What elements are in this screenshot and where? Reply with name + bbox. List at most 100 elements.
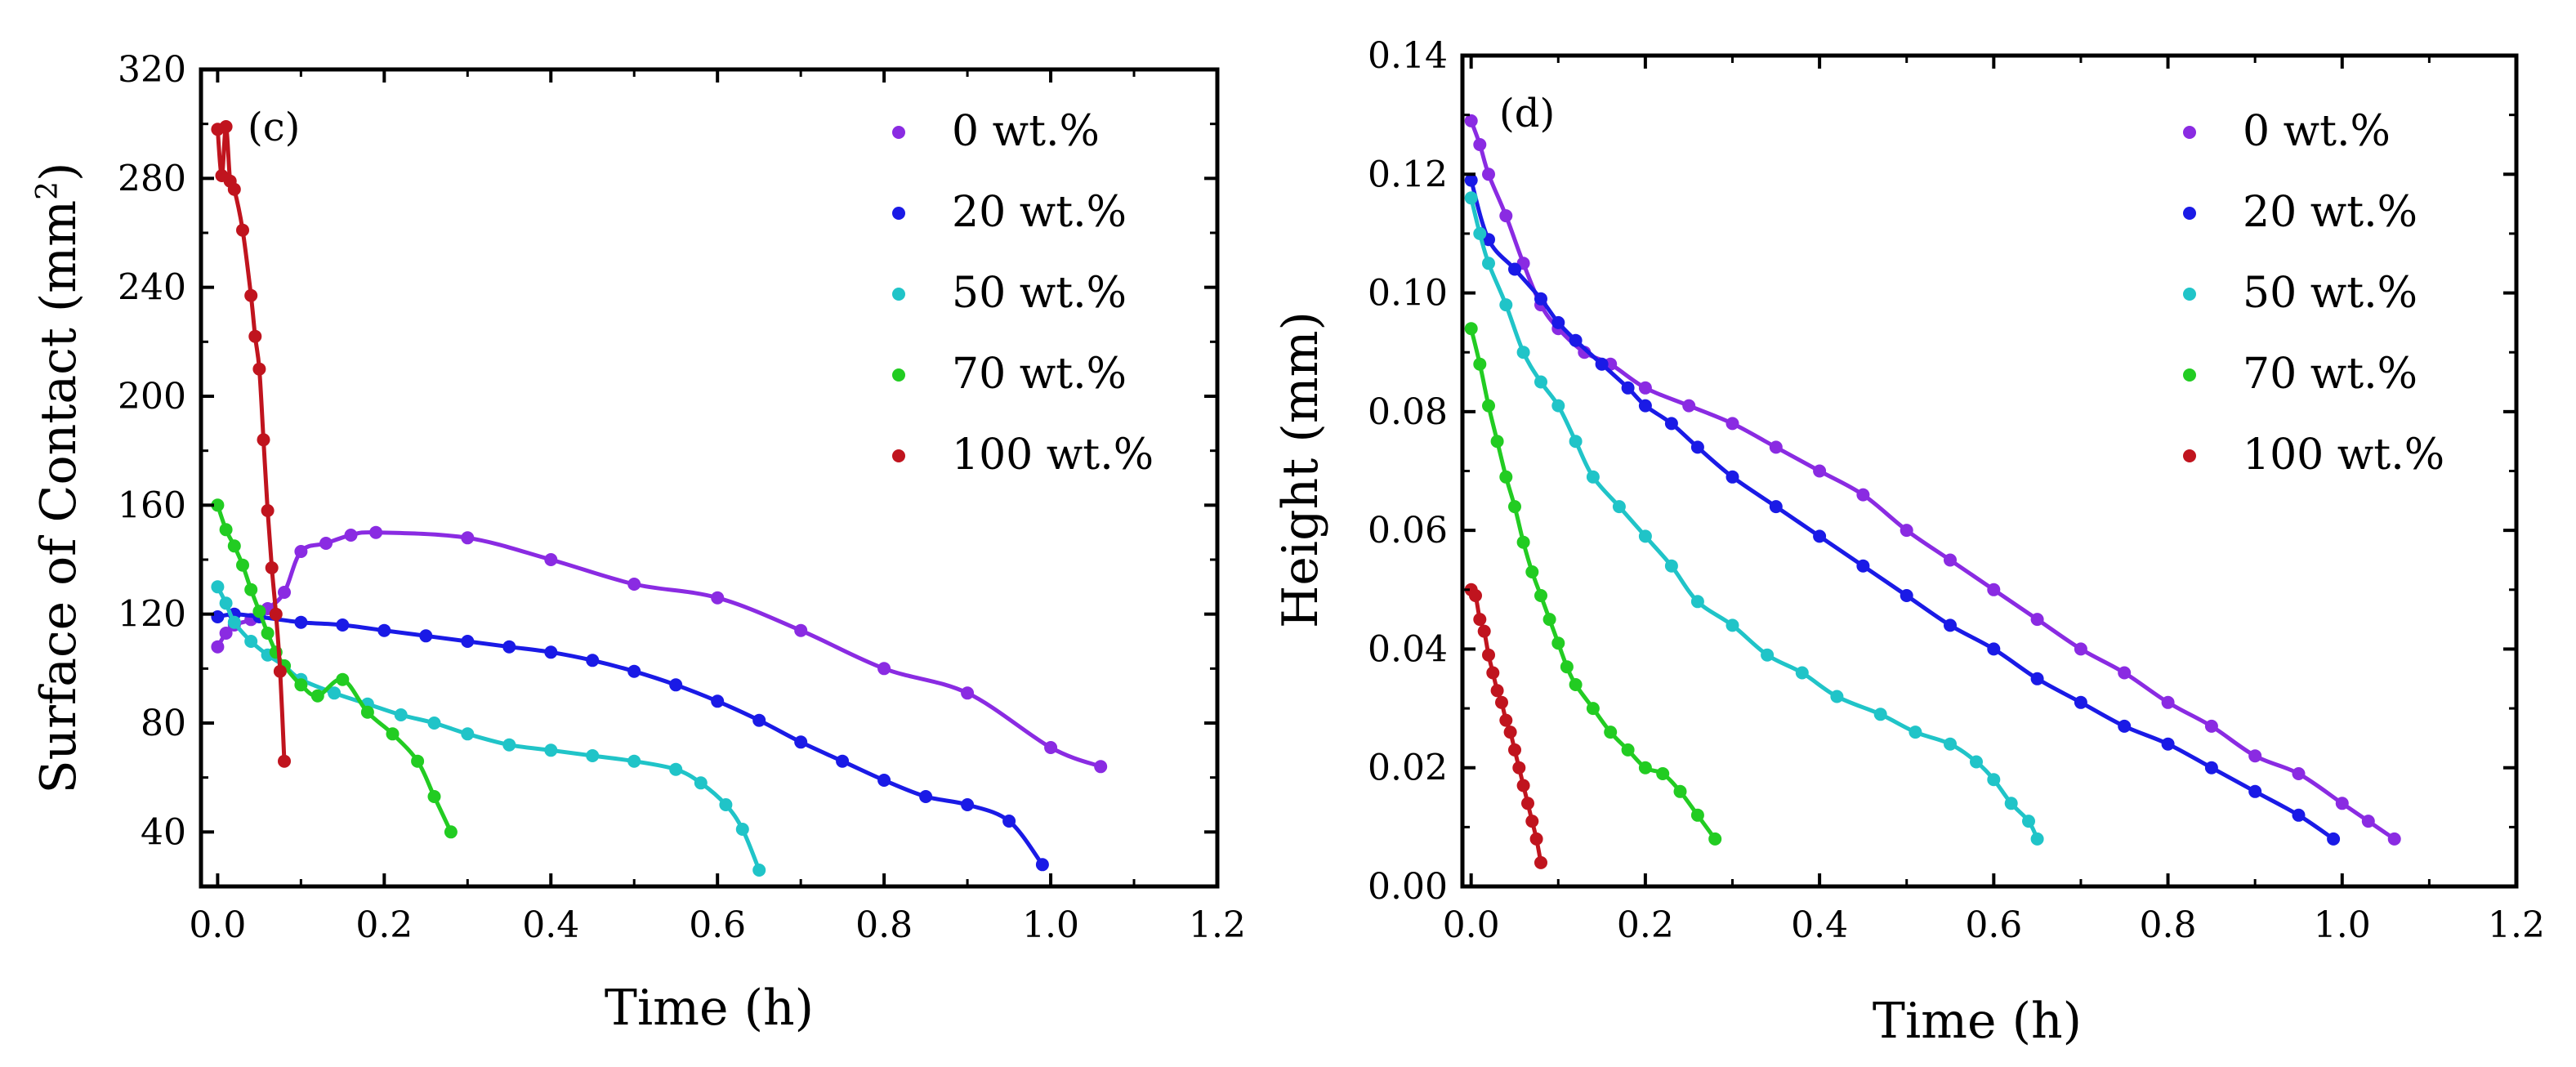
data-point (544, 743, 558, 757)
data-point (1482, 648, 1495, 662)
data-point (1035, 858, 1049, 872)
data-point (273, 664, 287, 678)
y-axis-title: Surface of Contact (mm2) (30, 163, 87, 794)
y-tick-label: 0.14 (1368, 35, 1448, 77)
y-tick-label: 240 (118, 267, 186, 309)
y-tick-label: 160 (118, 484, 186, 526)
data-point (627, 664, 641, 678)
series-line (216, 586, 761, 871)
data-point (257, 433, 270, 447)
data-point (1525, 565, 1539, 578)
data-point (1595, 357, 1609, 371)
data-point (211, 610, 225, 623)
axis-ticks (1462, 54, 2518, 888)
y-axis-title: Height (mm) (1272, 311, 1329, 628)
data-point (544, 645, 558, 659)
data-point (1482, 257, 1495, 270)
data-point (444, 825, 458, 839)
data-point (719, 798, 733, 811)
x-tick-label: 0.2 (355, 904, 413, 946)
data-point (2118, 666, 2132, 680)
data-point (794, 623, 808, 637)
y-axis-title-sup: 2 (31, 181, 65, 200)
data-point (360, 705, 374, 719)
data-point (269, 607, 283, 621)
y-tick-label: 0.02 (1368, 748, 1448, 789)
y-axis-title-end: ) (30, 163, 87, 181)
data-point (1516, 535, 1530, 549)
tick-labels: 0.0 0.2 0.4 0.6 0.8 1.0 1.2 40 80 120 160 200 240 280… (118, 49, 1246, 946)
data-point (1664, 417, 1678, 431)
legend-label: 100 wt.% (2243, 431, 2444, 480)
data-point (261, 504, 275, 517)
data-point (1708, 832, 1722, 846)
data-point (2204, 719, 2218, 733)
data-point (2030, 613, 2044, 627)
x-tick-label: 0.0 (1443, 904, 1500, 946)
data-point (1656, 767, 1670, 780)
data-point (252, 362, 266, 376)
data-point (1664, 559, 1678, 573)
data-point (244, 288, 258, 302)
data-point (248, 329, 262, 343)
chart-panel-c: 0.0 0.2 0.4 0.6 0.8 1.0 1.2 40 80 120 160 200 240 280… (30, 49, 1246, 1037)
data-point (219, 596, 233, 610)
x-axis-title: Time (h) (1873, 993, 2082, 1050)
legend-marker (892, 126, 905, 139)
series-line (1469, 179, 2335, 841)
data-point (336, 672, 350, 686)
data-point (1987, 642, 2001, 656)
data-point (1909, 725, 1922, 739)
data-point (2335, 797, 2349, 810)
data-point (1795, 666, 1809, 680)
data-point (1761, 648, 1775, 662)
y-tick-label: 0.06 (1368, 510, 1448, 551)
data-point (1944, 553, 1957, 567)
data-point (1586, 702, 1600, 716)
data-point (1482, 167, 1495, 181)
data-point (2030, 832, 2044, 846)
data-point (1586, 470, 1600, 484)
x-tick-label: 0.8 (2140, 904, 2197, 946)
legend-label: 20 wt.% (2243, 188, 2418, 237)
data-point (2248, 749, 2262, 763)
y-tick-label: 0.08 (1368, 391, 1448, 433)
series-line (216, 504, 453, 833)
panel-label: (d) (1499, 91, 1555, 136)
data-point (694, 776, 708, 790)
data-point (586, 749, 600, 762)
data-point (1987, 773, 2001, 787)
data-point (2204, 761, 2218, 775)
data-point (1690, 595, 1704, 609)
data-point (1726, 618, 1739, 632)
data-point (1464, 322, 1478, 336)
data-point (544, 553, 558, 566)
data-point (1726, 417, 1739, 431)
data-point (586, 654, 600, 667)
data-point (461, 727, 475, 741)
data-point (1551, 636, 1565, 650)
chart-panel-d: 0.0 0.2 0.4 0.6 0.8 1.0 1.2 0.00 0.02 0.04 0.06 0.0… (1272, 35, 2545, 1050)
data-point (627, 754, 641, 768)
data-point (1621, 743, 1635, 757)
data-point (419, 629, 433, 643)
data-point (252, 605, 266, 618)
data-point (2161, 737, 2175, 751)
data-point (1682, 399, 1696, 413)
series-line (1469, 328, 1717, 841)
data-point (1473, 357, 1487, 371)
data-point (1508, 262, 1521, 276)
data-point (336, 618, 350, 632)
legend-marker (2183, 126, 2196, 139)
legend-marker (2183, 368, 2196, 382)
data-point (1873, 708, 1887, 721)
data-point (427, 790, 441, 803)
data-point (1495, 695, 1508, 709)
data-point (2248, 784, 2262, 798)
data-point (1726, 470, 1739, 484)
data-point (278, 754, 291, 768)
x-tick-label: 0.6 (1965, 904, 2022, 946)
y-tick-label: 0.12 (1368, 154, 1448, 195)
data-point (1638, 381, 1652, 395)
legend-label: 70 wt.% (2243, 350, 2418, 399)
